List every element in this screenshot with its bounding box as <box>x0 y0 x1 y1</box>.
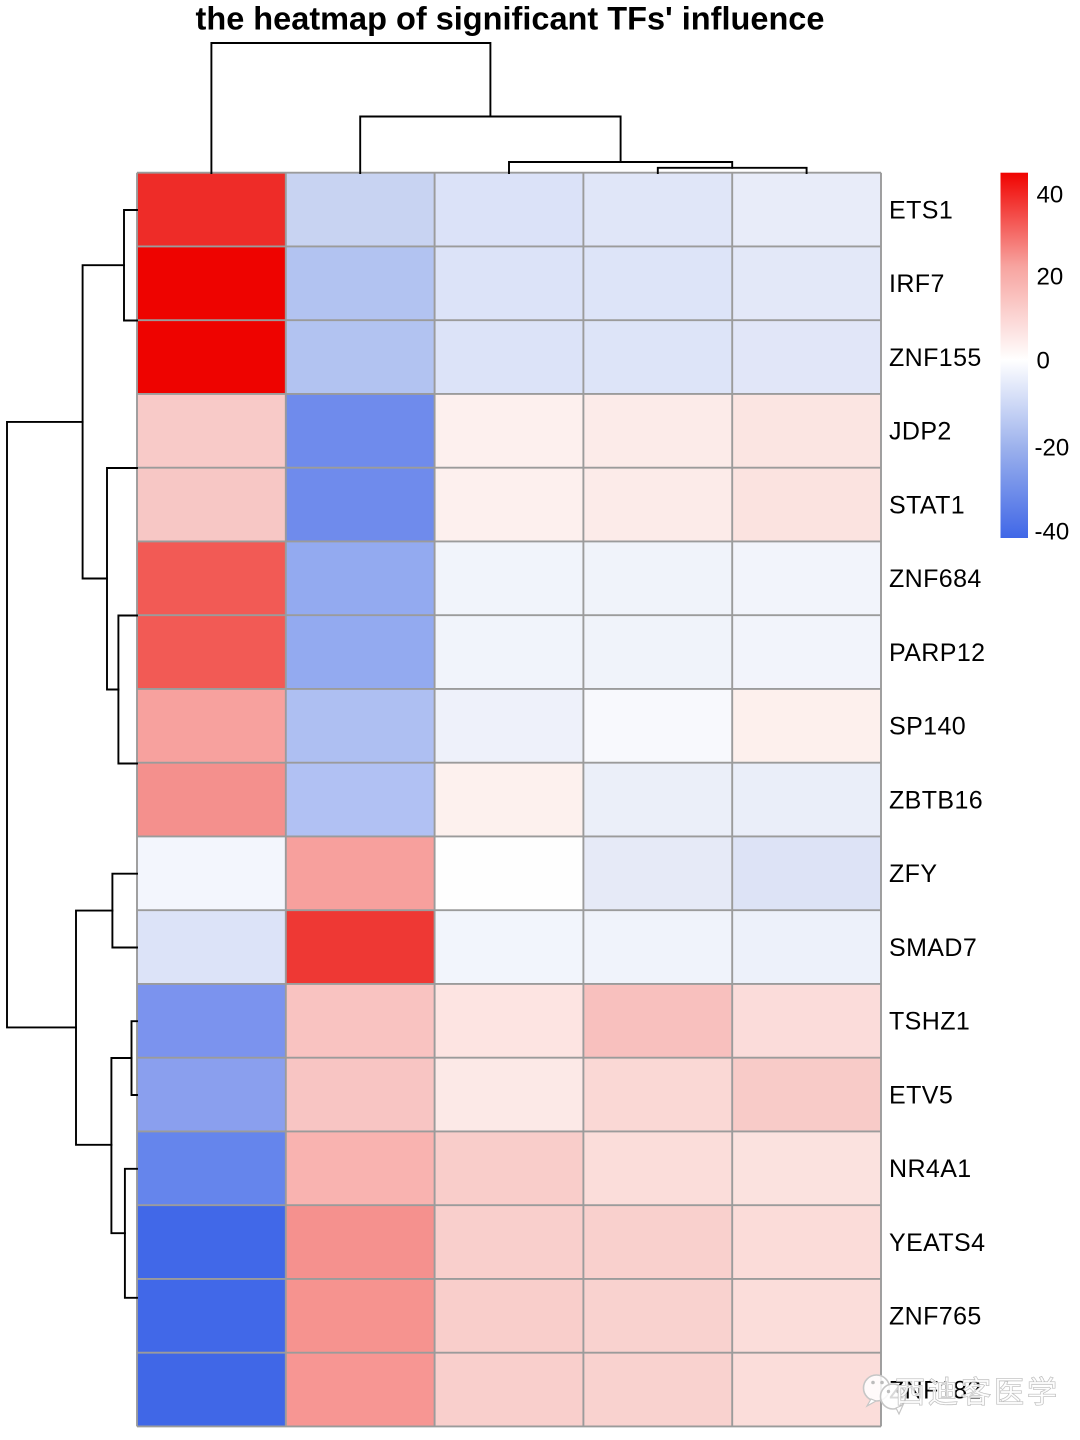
svg-text:NR4A1: NR4A1 <box>889 1155 972 1183</box>
svg-text:JDP2: JDP2 <box>889 418 952 446</box>
svg-text:-20: -20 <box>1035 435 1070 462</box>
svg-text:ZNF155: ZNF155 <box>889 344 982 372</box>
svg-text:ZFY: ZFY <box>889 860 937 888</box>
svg-text:40: 40 <box>1037 182 1064 209</box>
svg-text:ZNF765: ZNF765 <box>889 1303 982 1331</box>
svg-text:20: 20 <box>1037 264 1064 291</box>
svg-text:the heatmap of significant TFs: the heatmap of significant TFs' influenc… <box>196 1 825 37</box>
svg-text:ETS1: ETS1 <box>889 196 953 224</box>
svg-text:STAT1: STAT1 <box>889 491 965 519</box>
svg-text:0: 0 <box>1037 348 1050 375</box>
svg-text:PARP12: PARP12 <box>889 639 985 667</box>
svg-text:YEATS4: YEATS4 <box>889 1229 985 1257</box>
svg-text:西迪客医学: 西迪客医学 <box>895 1377 1060 1410</box>
svg-text:-40: -40 <box>1035 519 1070 546</box>
svg-text:SP140: SP140 <box>889 713 966 741</box>
svg-text:ZNF684: ZNF684 <box>889 565 982 593</box>
svg-text:TSHZ1: TSHZ1 <box>889 1008 970 1036</box>
svg-text:ETV5: ETV5 <box>889 1081 953 1109</box>
svg-text:ZBTB16: ZBTB16 <box>889 786 983 814</box>
svg-text:SMAD7: SMAD7 <box>889 934 977 962</box>
svg-text:IRF7: IRF7 <box>889 270 945 298</box>
